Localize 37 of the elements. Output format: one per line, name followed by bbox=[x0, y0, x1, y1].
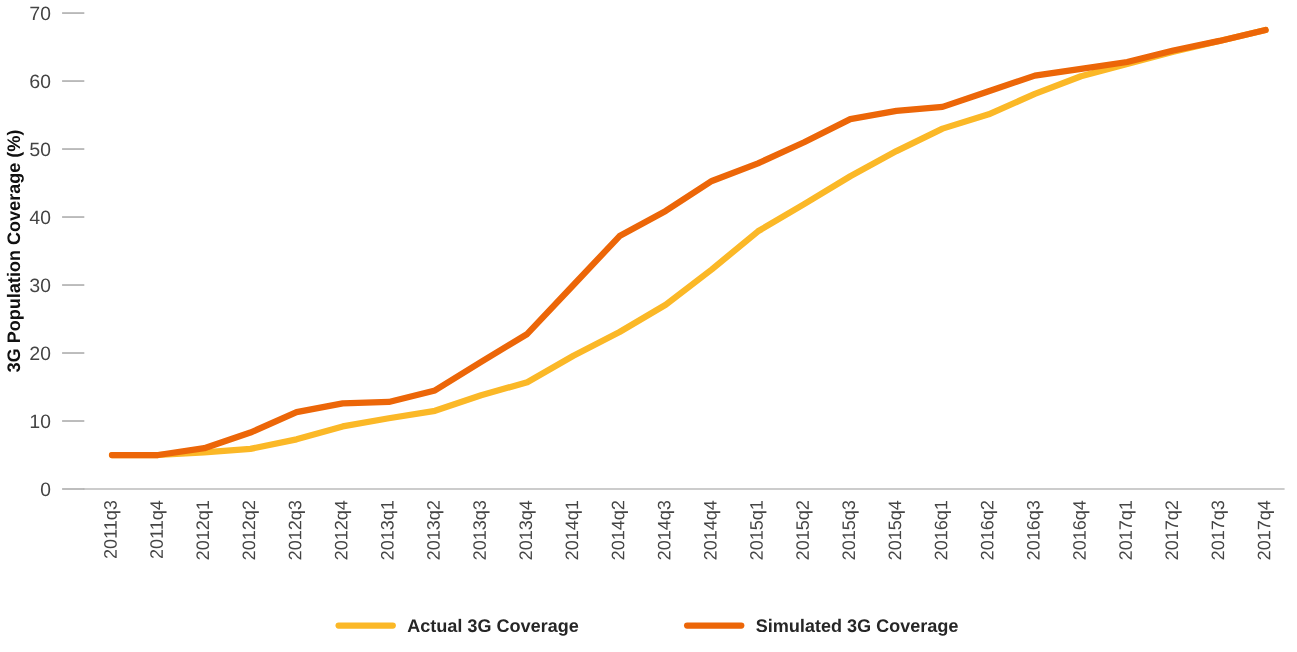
x-tick-label: 2016q3 bbox=[1026, 500, 1044, 560]
x-tick-label: 2016q1 bbox=[934, 500, 951, 560]
x-tick-label: 2011q4 bbox=[150, 500, 167, 559]
y-axis-title: 3G Population Coverage (%) bbox=[6, 130, 24, 372]
x-tick-label: 2014q4 bbox=[703, 500, 721, 560]
y-tick-label: 30 bbox=[30, 278, 51, 293]
x-tick-label: 2017q2 bbox=[1165, 501, 1182, 560]
x-tick-label: 2015q4 bbox=[888, 500, 905, 560]
x-tick-label: 2017q3 bbox=[1211, 500, 1228, 560]
x-tick-label: 2017q1 bbox=[1119, 500, 1136, 560]
x-tick-label: 2012q1 bbox=[196, 500, 213, 560]
x-tick-label: 2013q1 bbox=[380, 500, 398, 560]
y-tick-label: 60 bbox=[30, 74, 51, 89]
x-tick-label: 2013q4 bbox=[519, 500, 536, 560]
y-tick-label: 50 bbox=[30, 142, 51, 157]
x-tick-label: 2015q2 bbox=[796, 501, 813, 560]
x-tick-label: 2011q3 bbox=[104, 500, 121, 559]
x-tick-label: 2012q4 bbox=[334, 500, 352, 560]
y-tick-label: 10 bbox=[30, 414, 51, 429]
legend-label: Simulated 3G Coverage bbox=[756, 618, 958, 636]
x-tick-label: 2014q1 bbox=[565, 500, 582, 560]
x-tick-label: 2013q3 bbox=[473, 500, 490, 560]
legend-label: Actual 3G Coverage bbox=[407, 618, 579, 636]
y-tick-label: 0 bbox=[40, 482, 51, 497]
x-tick-label: 2015q1 bbox=[750, 500, 767, 560]
x-tick-label: 2015q3 bbox=[842, 500, 859, 560]
y-tick-label: 70 bbox=[30, 6, 51, 21]
x-tick-label: 2012q3 bbox=[288, 500, 305, 560]
x-tick-label: 2014q2 bbox=[611, 501, 628, 560]
y-tick-label: 40 bbox=[29, 210, 51, 225]
y-tick-label: 20 bbox=[30, 346, 51, 361]
x-tick-label: 2017q4 bbox=[1257, 500, 1274, 560]
x-tick-label: 2013q2 bbox=[427, 501, 444, 560]
x-tick-label: 2016q4 bbox=[1073, 500, 1090, 560]
x-tick-label: 2014q3 bbox=[657, 500, 675, 560]
x-tick-label: 2016q2 bbox=[980, 501, 998, 560]
x-tick-label: 2012q2 bbox=[242, 501, 259, 560]
